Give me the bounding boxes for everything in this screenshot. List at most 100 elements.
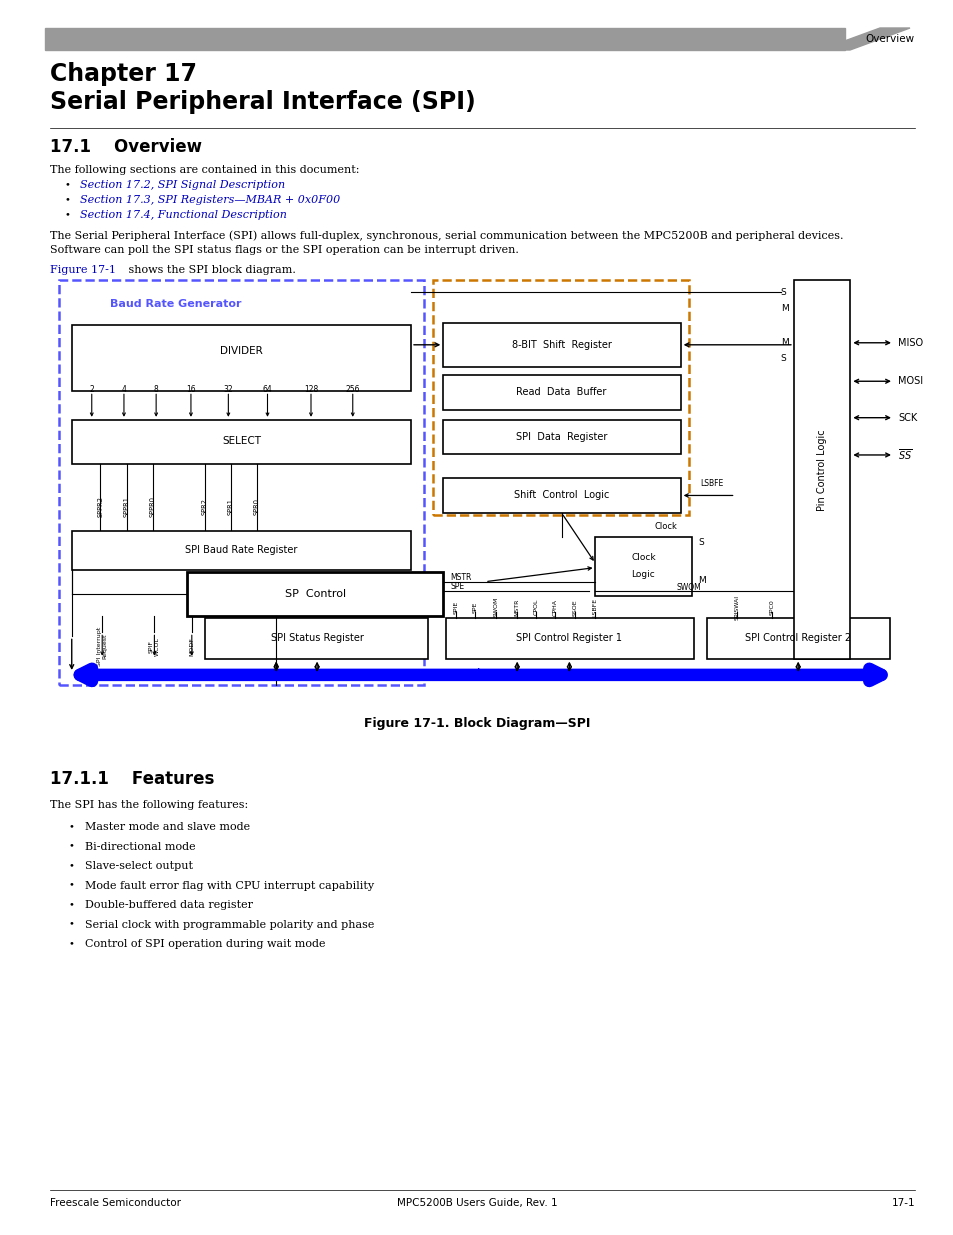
Text: Shift  Control  Logic: Shift Control Logic [514,490,609,500]
Text: •: • [65,195,71,204]
Text: The following sections are contained in this document:: The following sections are contained in … [50,165,359,175]
Text: MISO: MISO [898,338,923,348]
Text: SPI Interrupt
Request: SPI Interrupt Request [96,627,108,666]
Text: •: • [68,841,73,851]
Text: 8-BIT  Shift  Register: 8-BIT Shift Register [511,340,611,350]
Text: 2: 2 [90,385,94,394]
Text: SP  Control: SP Control [285,589,346,599]
Text: Baud Rate Generator: Baud Rate Generator [111,299,242,309]
Text: S: S [780,288,785,296]
Text: •: • [68,900,73,909]
Text: 128: 128 [304,385,317,394]
Bar [205,619,428,658]
Text: Logic: Logic [631,569,655,579]
Text: SPI Control Register 2: SPI Control Register 2 [744,634,850,643]
Text: MSTR: MSTR [515,599,519,616]
Text: M: M [698,576,705,585]
Text: M: M [780,338,788,347]
Text: SWOM: SWOM [676,583,700,593]
Text: 32: 32 [223,385,233,394]
Text: Mode fault error flag with CPU interrupt capability: Mode fault error flag with CPU interrupt… [85,881,374,890]
Text: SSOE: SSOE [573,599,578,615]
Text: SPI Status Register: SPI Status Register [271,634,363,643]
Bar [443,322,680,367]
Text: MPC5200B Users Guide, Rev. 1: MPC5200B Users Guide, Rev. 1 [396,1198,557,1208]
Text: SPIE: SPIE [454,600,458,614]
Text: Clock: Clock [630,553,655,562]
Text: The Serial Peripheral Interface (SPI) allows full-duplex, synchronous, serial co: The Serial Peripheral Interface (SPI) al… [50,230,842,241]
Text: 64: 64 [262,385,273,394]
Bar [71,325,411,391]
Text: SPI Control Register 1: SPI Control Register 1 [516,634,621,643]
Text: CPHA: CPHA [553,599,558,616]
Text: 256: 256 [345,385,359,394]
Bar [793,280,849,658]
Bar [71,531,411,569]
Text: LSBFE: LSBFE [700,479,722,488]
Text: 17.1.1    Features: 17.1.1 Features [50,769,214,788]
Text: SPIF
WCOL: SPIF WCOL [149,637,160,656]
Text: $\overline{SS}$: $\overline{SS}$ [898,447,912,462]
Text: •: • [68,939,73,948]
Bar [445,619,693,658]
Text: Chapter 17: Chapter 17 [50,62,196,86]
Bar [59,280,424,685]
Text: Control of SPI operation during wait mode: Control of SPI operation during wait mod… [85,939,325,948]
Text: Section 17.3, SPI Registers—MBAR + 0x0F00: Section 17.3, SPI Registers—MBAR + 0x0F0… [80,195,340,205]
Polygon shape [820,28,909,49]
Text: CPOL: CPOL [534,599,538,615]
Text: DIVIDER: DIVIDER [220,346,262,356]
Text: •: • [65,210,71,219]
Text: MODF: MODF [189,637,194,656]
Text: •: • [68,881,73,889]
Text: Bi-directional mode: Bi-directional mode [85,841,195,851]
Text: 17-1: 17-1 [890,1198,914,1208]
Text: Section 17.4, Functional Description: Section 17.4, Functional Description [80,210,287,220]
Text: S: S [780,354,785,363]
Bar [595,537,691,597]
Text: S: S [698,538,703,547]
Text: Slave-select output: Slave-select output [85,861,193,871]
Text: Software can poll the SPI status flags or the SPI operation can be interrupt dri: Software can poll the SPI status flags o… [50,245,518,254]
Text: SPE: SPE [450,583,464,592]
Text: SPR1: SPR1 [228,499,233,515]
Bar [71,420,411,464]
Text: •: • [68,823,73,831]
Text: shows the SPI block diagram.: shows the SPI block diagram. [125,266,295,275]
Text: Freescale Semiconductor: Freescale Semiconductor [50,1198,181,1208]
Text: •: • [68,861,73,869]
Text: SPPR0: SPPR0 [150,496,155,517]
Text: SWOM: SWOM [494,597,498,618]
Bar [187,572,443,616]
Text: SPI  Data  Register: SPI Data Register [516,432,607,442]
Bar [433,280,689,515]
Bar [443,420,680,454]
Bar [443,375,680,410]
Bar [706,619,888,658]
Text: 8: 8 [153,385,158,394]
Text: •: • [68,920,73,929]
Text: Master mode and slave mode: Master mode and slave mode [85,823,250,832]
Text: Section 17.2, SPI Signal Description: Section 17.2, SPI Signal Description [80,180,285,190]
Text: SPI Baud Rate Register: SPI Baud Rate Register [185,545,297,556]
Text: SPR2: SPR2 [202,498,208,515]
Bar [45,28,844,49]
Text: IP bus: IP bus [459,668,501,682]
Text: •: • [65,180,71,189]
Bar [443,478,680,513]
Text: Double-buffered data register: Double-buffered data register [85,900,253,910]
Text: Clock: Clock [654,521,677,531]
Text: SCK: SCK [898,412,917,422]
Text: M: M [780,304,788,312]
Text: SELECT: SELECT [222,436,260,446]
Text: 17.1    Overview: 17.1 Overview [50,138,202,156]
Text: 4: 4 [121,385,126,394]
Text: Overview: Overview [865,35,914,44]
Text: Serial clock with programmable polarity and phase: Serial clock with programmable polarity … [85,920,374,930]
Text: SPPR1: SPPR1 [124,496,130,517]
Text: SPC0: SPC0 [769,599,774,615]
Text: SPE: SPE [473,601,477,613]
Text: Figure 17-1: Figure 17-1 [50,266,116,275]
Text: The SPI has the following features:: The SPI has the following features: [50,800,248,810]
Text: Pin Control Logic: Pin Control Logic [816,430,826,511]
